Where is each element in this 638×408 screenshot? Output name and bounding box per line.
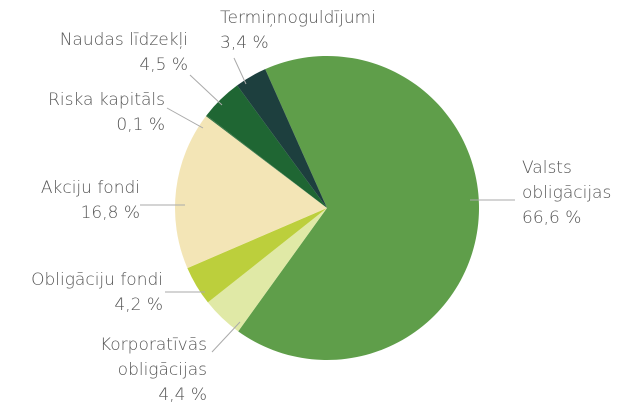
pie-slice: [175, 116, 327, 269]
value-label: 16,8 %: [80, 203, 140, 223]
slice-label: Naudas līdzekļi 4,5 %: [18, 28, 188, 78]
value-label: 3,4 %: [220, 33, 269, 53]
slice-label: Akciju fondi 16,8 %: [0, 176, 140, 226]
category-name: Termiņnoguldījumi: [220, 8, 376, 28]
category-name: Riska kapitāls: [48, 90, 165, 110]
slice-label: Riska kapitāls 0,1 %: [5, 88, 165, 138]
category-name: Valsts obligācijas: [522, 158, 612, 203]
pie-slice: [237, 69, 327, 209]
leader-line: [189, 74, 223, 106]
slice-label: Valsts obligācijas 66,6 %: [522, 156, 632, 231]
pie-slice: [205, 115, 327, 208]
slice-label: Termiņnoguldījumi 3,4 %: [220, 6, 420, 56]
slice-label: Korporatīvās obligācijas 4,4 %: [77, 333, 207, 408]
value-label: 0,1 %: [116, 115, 165, 135]
category-name: Akciju fondi: [40, 178, 140, 198]
category-name: Naudas līdzekļi: [59, 30, 188, 50]
leader-line: [211, 321, 241, 353]
pie-slice: [206, 85, 327, 208]
value-label: 66,6 %: [522, 208, 582, 228]
category-name: Obligāciju fondi: [31, 270, 163, 290]
pie-slice: [187, 208, 327, 303]
slice-label: Obligāciju fondi 4,2 %: [3, 268, 163, 318]
leader-line: [233, 57, 247, 85]
pie-slice: [238, 56, 479, 360]
value-label: 4,5 %: [139, 55, 188, 75]
leader-line: [166, 107, 204, 129]
value-label: 4,4 %: [158, 385, 207, 405]
pie-slice: [207, 208, 327, 332]
value-label: 4,2 %: [114, 295, 163, 315]
category-name: Korporatīvās obligācijas: [99, 335, 207, 380]
